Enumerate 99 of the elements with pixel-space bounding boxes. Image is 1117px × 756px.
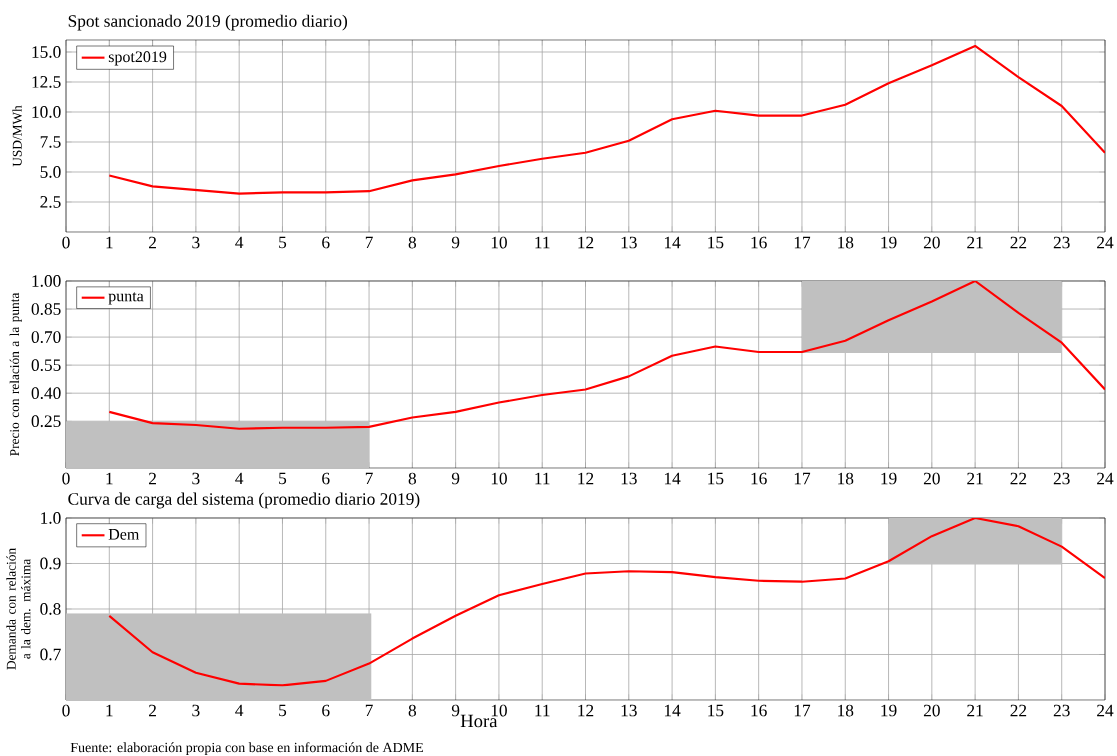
x-tick-label: 18 [838,704,854,717]
x-tick-label: 9 [451,236,460,249]
x-tick-label: 11 [535,704,550,717]
x-tick-label: 5 [279,236,287,249]
x-tick-label: 6 [322,704,330,717]
source-note: Fuente: elaboración propia con base en información de ADME [70,742,423,756]
x-tick-label: 22 [1010,236,1027,249]
y-tick-label: 1.00 [32,275,61,287]
x-tick-label: 12 [578,236,594,249]
y-tick-label: 10.0 [32,106,61,118]
y-tick-label: 0.8 [40,603,61,615]
x-tick-label: 3 [192,472,200,485]
y-tick-label: 0.40 [31,387,61,400]
legend-label: Dem [108,529,140,540]
x-tick-label: 2 [149,704,156,717]
y-axis-title: USD/MWh [12,105,22,167]
x-tick-label: 0 [62,236,70,249]
x-tick-label: 7 [365,236,373,249]
y-tick-label: 5.0 [40,166,61,178]
x-tick-label: 24 [1097,472,1114,485]
x-tick-label: 19 [881,472,897,485]
x-tick-label: 20 [923,236,940,249]
x-tick-label: 4 [235,472,244,485]
x-tick-label: 7 [365,704,373,717]
y-tick-label: 1.0 [41,512,61,524]
x-tick-label: 9 [451,472,460,485]
x-tick-label: 15 [708,236,724,249]
x-tick-label: 24 [1097,236,1114,249]
x-tick-label: 5 [279,704,287,717]
y-tick-label: 7.5 [40,136,61,148]
x-tick-label: 8 [408,704,417,717]
x-tick-label: 23 [1053,704,1070,717]
x-tick-label: 14 [664,704,681,717]
x-tick-label: 24 [1097,704,1114,717]
y-tick-label: 0.55 [31,359,61,372]
x-tick-label: 1 [106,704,113,717]
x-tick-label: 12 [578,704,594,717]
x-tick-label: 22 [1010,704,1027,717]
x-tick-label: 2 [149,472,156,485]
x-tick-label: 18 [838,236,854,249]
x-tick-label: 12 [578,472,594,485]
x-tick-label: 22 [1010,472,1027,485]
x-tick-label: 16 [751,704,767,717]
x-tick-label: 21 [967,472,983,485]
x-tick-label: 4 [235,704,244,717]
x-tick-label: 8 [408,472,417,485]
x-tick-label: 3 [192,704,200,717]
x-tick-label: 13 [621,236,637,249]
x-tick-label: 15 [708,704,724,717]
x-tick-label: 18 [838,472,854,485]
y-tick-label: 15.0 [32,46,61,58]
x-tick-label: 13 [621,472,637,485]
x-tick-label: 17 [794,704,811,717]
chart-title: Spot sancionado 2019 (promedio diario) [68,14,348,31]
x-tick-label: 19 [881,236,897,249]
x-tick-label: 1 [106,236,113,249]
x-tick-label: 2 [149,236,156,249]
y-tick-label: 0.70 [31,331,61,343]
x-tick-label: 13 [621,704,637,717]
x-tick-label: 10 [491,236,507,249]
y-tick-label: 0.85 [31,303,61,315]
x-tick-label: 0 [62,472,70,485]
x-tick-label: 20 [923,472,940,485]
y-axis-title: Precio con relación a la punta [9,292,22,456]
legend-label: spot2019 [108,51,167,66]
x-tick-label: 8 [408,236,417,249]
x-tick-label: 1 [106,472,113,485]
x-tick-label: 10 [491,472,507,485]
x-tick-label: 14 [664,472,681,485]
x-tick-label: 16 [751,472,767,485]
x-tick-label: 4 [235,236,244,249]
x-tick-label: 17 [794,472,811,485]
y-tick-label: 0.9 [40,557,61,570]
x-tick-label: 3 [192,236,200,249]
x-tick-label: 11 [535,472,550,485]
y-axis-title: Demanda con relación a la dem. máxima [6,548,31,670]
x-tick-label: 6 [322,236,330,249]
x-tick-label: 21 [967,236,983,249]
legend-label: punta [108,292,144,305]
x-tick-label: 23 [1053,236,1070,249]
x-tick-label: 19 [881,704,897,717]
x-tick-label: 23 [1053,472,1070,485]
y-tick-label: 0.7 [40,648,61,661]
y-tick-label: 0.25 [31,415,61,428]
x-tick-label: 21 [967,704,983,717]
x-tick-label: 9 [451,704,460,717]
x-tick-label: 5 [279,472,287,485]
x-tick-label: 7 [365,472,373,485]
y-tick-label: 12.5 [32,76,61,88]
y-tick-label: 2.5 [40,196,61,208]
x-tick-label: 20 [923,704,940,717]
x-tick-label: 0 [62,704,70,717]
chart-title: Curva de carga del sistema (promedio diario 2019) [68,492,420,509]
x-tick-label: 16 [751,236,767,249]
x-tick-label: 6 [322,472,330,485]
x-tick-label: 17 [794,236,811,249]
x-tick-label: 14 [664,236,681,249]
x-tick-label: 11 [535,236,550,249]
x-tick-label: 15 [708,472,724,485]
